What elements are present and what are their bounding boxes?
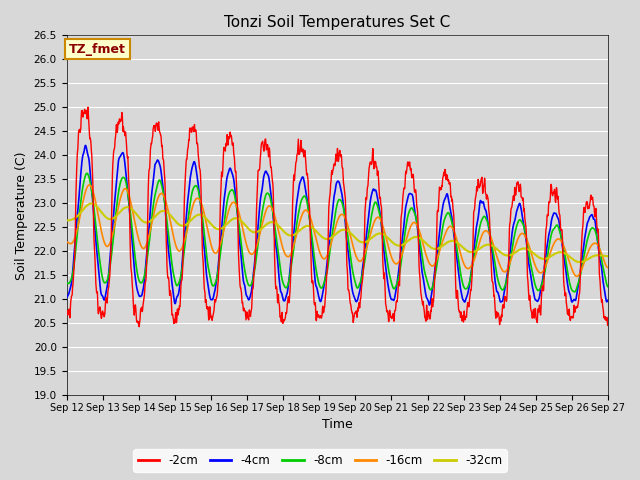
Y-axis label: Soil Temperature (C): Soil Temperature (C) [15, 151, 28, 279]
Legend: -2cm, -4cm, -8cm, -16cm, -32cm: -2cm, -4cm, -8cm, -16cm, -32cm [133, 449, 507, 472]
Title: Tonzi Soil Temperatures Set C: Tonzi Soil Temperatures Set C [224, 15, 451, 30]
X-axis label: Time: Time [322, 419, 353, 432]
Text: TZ_fmet: TZ_fmet [69, 43, 126, 56]
